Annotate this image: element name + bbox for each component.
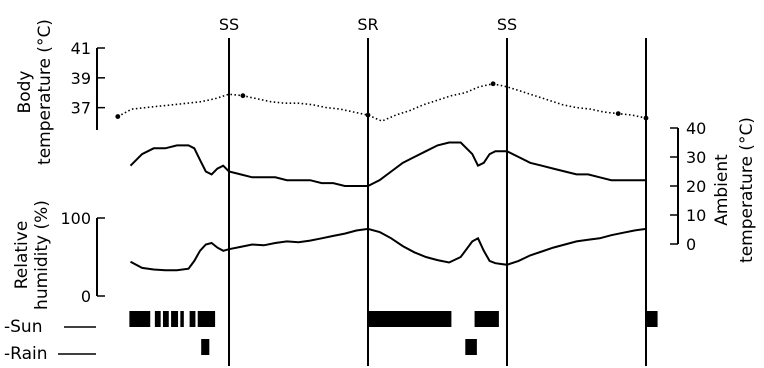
sun-bar-5 [180, 311, 184, 327]
relative-humidity-axis-label: Relative [12, 221, 32, 290]
ambient-temperature-line [129, 141, 646, 187]
sun-bar-4 [171, 311, 179, 327]
sun-bar-9 [474, 311, 499, 327]
event-marker-label-1: SS [219, 15, 239, 34]
body-temperature-point-10 [240, 93, 246, 99]
sun-bar-6 [189, 311, 196, 327]
sun-bar-8 [368, 311, 452, 327]
body-temperature-axis-label-2: temperature (°C) [35, 19, 55, 165]
event-marker-label-2: SR [357, 15, 378, 34]
sun-row-label: -Sun [4, 317, 42, 337]
ambient-temperature-axis-label: Ambient [712, 154, 732, 226]
body-temperature-axis: 41 39 37 Body temperature (°C) [15, 19, 105, 165]
series-group [115, 81, 649, 272]
rain-row: -Rain [4, 339, 477, 364]
body-temperature-tick-label-3: 37 [71, 99, 91, 118]
body-temperature-point-28 [490, 81, 496, 87]
sun-bar-7 [197, 311, 216, 327]
relative-humidity-tick-label-2: 0 [81, 287, 91, 306]
ambient-temperature-tick-label-1: 40 [686, 119, 706, 138]
sun-row: -Sun [4, 311, 658, 337]
ambient-temperature-tick-label-4: 10 [686, 206, 706, 225]
rain-bar-1 [201, 339, 210, 355]
body-temperature-point-39 [643, 115, 649, 121]
relative-humidity-tick-label-1: 100 [60, 209, 91, 228]
ambient-temperature-tick-label-3: 20 [686, 177, 706, 196]
body-temperature-point-1 [115, 114, 121, 119]
body-temperature-tick-label-1: 41 [71, 39, 91, 58]
body-temperature-tick-label-2: 39 [71, 69, 91, 88]
sun-bar-3 [162, 311, 169, 327]
ambient-temperature-axis: 40 30 20 10 0 Ambient temperature (°C) [670, 117, 757, 263]
sun-bar-10 [646, 311, 658, 327]
ambient-temperature-tick-label-2: 30 [686, 148, 706, 167]
rain-row-label: -Rain [4, 344, 48, 364]
event-marker-label-3: SS [497, 15, 517, 34]
ambient-temperature-tick-label-5: 0 [686, 235, 696, 254]
sun-bar-1 [129, 311, 151, 327]
body-temperature-axis-label: Body [15, 71, 35, 114]
rain-bar-2 [465, 339, 477, 355]
sun-bar-2 [154, 311, 161, 327]
relative-humidity-axis: 100 0 Relative humidity (%) [12, 200, 105, 310]
body-temperature-point-19 [365, 112, 371, 118]
body-temperature-line [117, 82, 647, 122]
relative-humidity-axis-label-2: humidity (%) [32, 200, 52, 310]
body-temperature-point-37 [615, 111, 621, 116]
relative-humidity-line [130, 227, 647, 272]
ambient-temperature-axis-label-2: temperature (°C) [737, 117, 757, 263]
